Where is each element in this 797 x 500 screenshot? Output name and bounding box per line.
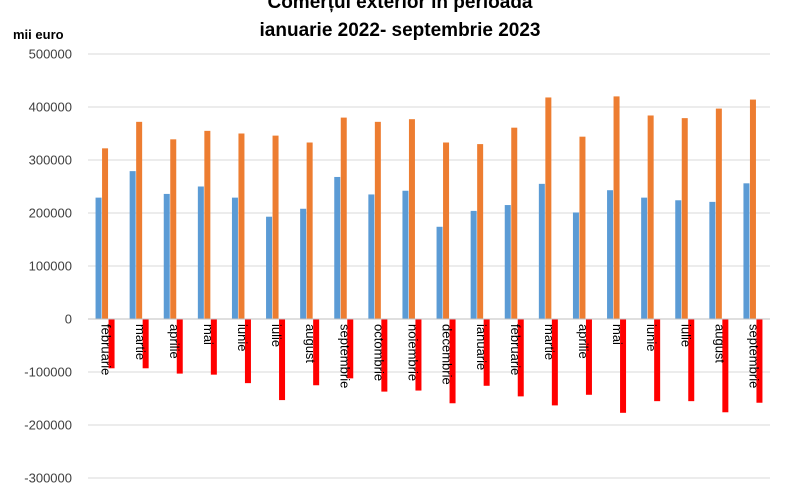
bar	[136, 121, 143, 319]
bar	[504, 205, 511, 319]
bar	[436, 226, 443, 319]
y-tick-label: 100000	[29, 259, 72, 274]
bar	[231, 197, 238, 319]
bar	[368, 194, 375, 319]
bar	[477, 144, 484, 319]
y-tick-label: -300000	[24, 471, 72, 486]
bar	[108, 319, 115, 369]
bar	[647, 115, 654, 319]
bar	[238, 133, 245, 319]
category-label: august	[712, 324, 727, 363]
bar	[449, 319, 456, 404]
bar	[340, 117, 347, 319]
bar	[163, 193, 170, 319]
y-tick-label: 0	[65, 312, 72, 327]
bar	[749, 99, 756, 319]
category-label: septembrie	[747, 324, 762, 388]
bar	[129, 171, 136, 319]
bar	[102, 148, 109, 319]
category-label: iunie	[235, 324, 250, 351]
bar	[607, 190, 614, 319]
y-tick-label: 500000	[29, 47, 72, 62]
bar	[415, 319, 422, 391]
bar	[279, 319, 286, 401]
axes: 500000 400000 300000 200000 100000 0 -100000 -2…	[24, 47, 770, 486]
bar	[483, 319, 490, 386]
category-label: august	[303, 324, 318, 363]
category-label: noiembrie	[405, 324, 420, 381]
bar	[715, 108, 722, 319]
bar	[641, 197, 648, 319]
category-label: aprilie	[167, 324, 182, 359]
category-label: octombrie	[371, 324, 386, 381]
bar	[620, 319, 627, 413]
bar	[511, 127, 518, 319]
bar	[334, 176, 341, 319]
bar	[210, 319, 217, 375]
bar	[551, 319, 558, 406]
category-label: martie	[542, 324, 557, 360]
bar	[756, 319, 763, 403]
bar	[538, 183, 545, 319]
bar	[709, 201, 716, 319]
category-label: februarie	[99, 324, 114, 375]
category-label: iunie	[644, 324, 659, 351]
category-labels: februarie martie aprilie mai iunie iulie augus…	[99, 324, 762, 388]
bar	[572, 212, 579, 319]
bar	[517, 319, 524, 397]
category-label: ianuarie	[474, 324, 489, 370]
bar	[743, 183, 750, 319]
category-label: septembrie	[337, 324, 352, 388]
chart-title-line1: Comerțul exterior în perioada	[267, 0, 532, 13]
bar	[244, 319, 251, 384]
bar	[95, 197, 102, 319]
category-label: aprilie	[576, 324, 591, 359]
y-tick-label: -200000	[24, 418, 72, 433]
bar	[266, 216, 273, 319]
bar	[176, 319, 183, 374]
bar	[142, 319, 149, 369]
bar	[313, 319, 320, 386]
category-label: martie	[133, 324, 148, 360]
category-label: februarie	[508, 324, 523, 375]
category-label: mai	[610, 324, 625, 345]
bar	[347, 319, 354, 379]
y-tick-label: 300000	[29, 153, 72, 168]
bar	[722, 319, 729, 413]
category-label: mai	[201, 324, 216, 345]
bar	[613, 96, 620, 320]
bars	[95, 96, 763, 413]
bar	[443, 142, 450, 319]
y-tick-label: -100000	[24, 365, 72, 380]
bar	[402, 190, 409, 319]
bar	[688, 319, 695, 402]
bar	[681, 118, 688, 319]
category-label: iulie	[678, 324, 693, 347]
category-label: iulie	[269, 324, 284, 347]
bar	[374, 121, 381, 319]
bar	[170, 139, 177, 319]
bar	[545, 97, 552, 320]
bar	[585, 319, 592, 395]
unit-label: mii euro	[13, 27, 64, 42]
bar	[579, 136, 586, 319]
bar	[197, 186, 204, 319]
chart-title-line2: ianuarie 2022- septembrie 2023	[260, 20, 541, 41]
bar	[272, 135, 279, 319]
bar	[470, 210, 477, 319]
bar	[654, 319, 661, 402]
bar	[408, 119, 415, 319]
category-label: decembrie	[440, 324, 455, 385]
bar	[300, 208, 307, 319]
bar	[204, 130, 211, 319]
bar	[306, 142, 313, 319]
bar	[675, 200, 682, 319]
y-tick-label: 200000	[29, 206, 72, 221]
y-tick-label: 400000	[29, 100, 72, 115]
bar	[381, 319, 388, 392]
